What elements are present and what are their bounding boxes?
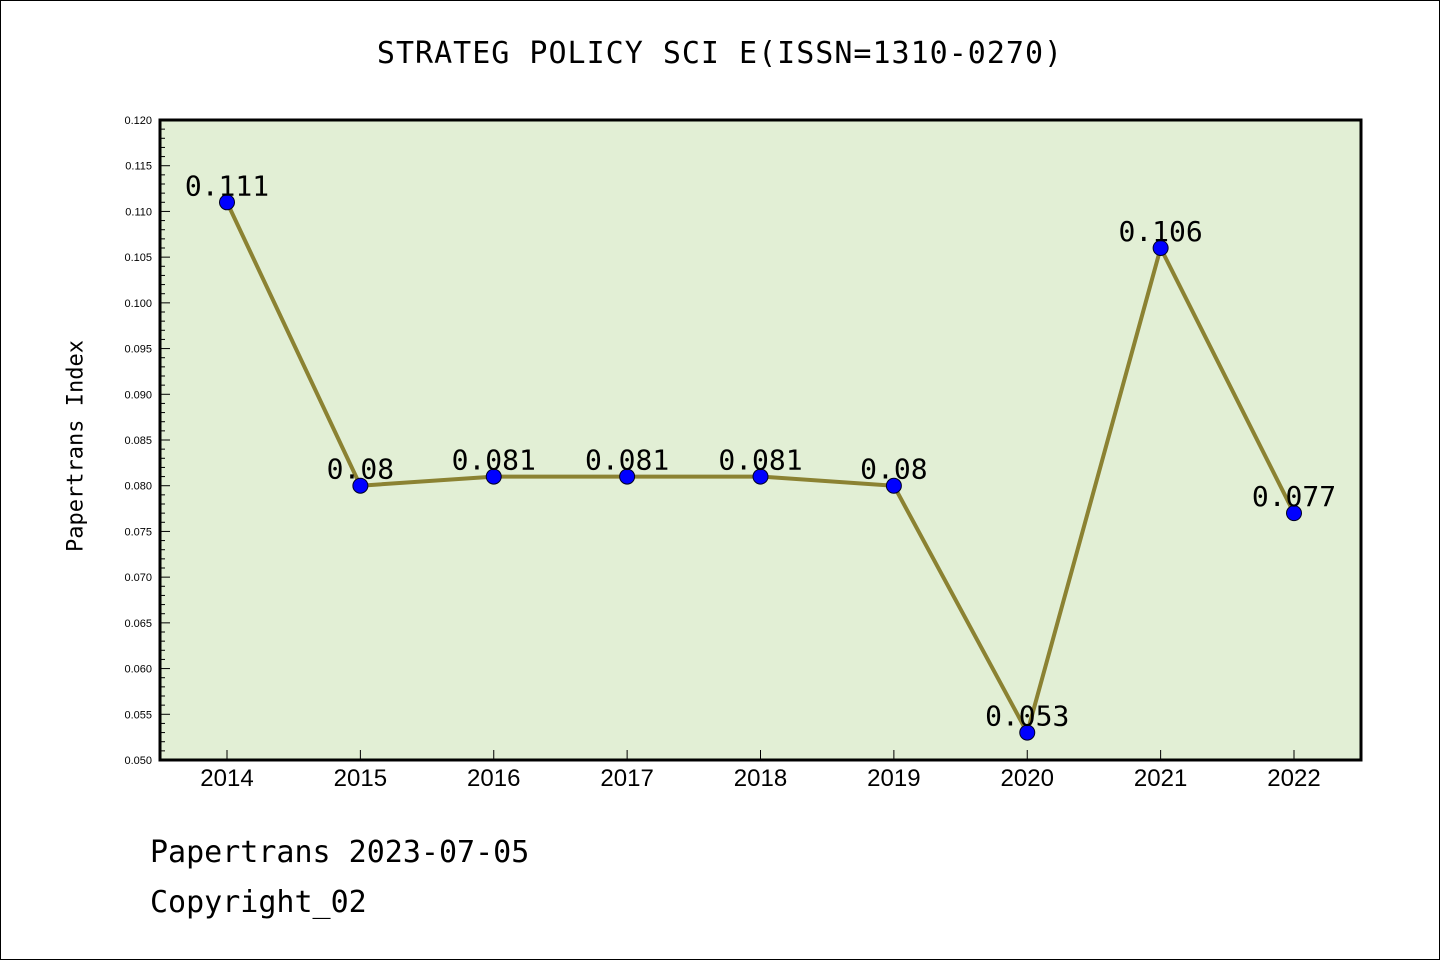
data-point <box>352 477 369 494</box>
data-point <box>485 468 502 485</box>
data-label: 0.08 <box>860 453 927 486</box>
x-tick-label: 2018 <box>734 765 787 792</box>
y-tick-label: 0.100 <box>124 298 152 310</box>
y-tick-label: 0.085 <box>124 435 152 447</box>
y-tick-label: 0.090 <box>124 389 152 401</box>
plot-area <box>160 120 1361 760</box>
y-tick-label: 0.110 <box>125 206 152 218</box>
data-point <box>619 468 636 485</box>
y-tick-label: 0.070 <box>124 572 152 584</box>
y-tick-label: 0.115 <box>125 161 152 173</box>
x-tick-label: 2015 <box>334 765 387 792</box>
x-tick-label: 2019 <box>867 765 920 792</box>
data-label: 0.081 <box>452 444 536 477</box>
data-label: 0.081 <box>718 444 802 477</box>
y-tick-label: 0.050 <box>124 755 152 767</box>
data-point <box>1152 240 1169 256</box>
x-tick-label: 2021 <box>1134 765 1187 792</box>
x-axis: 2014 2015 2016 2017 2018 2019 2020 2021 2022 <box>200 750 1321 792</box>
y-tick-label: 0.075 <box>124 526 152 538</box>
footer-copyright: Copyright_02 <box>150 885 367 920</box>
data-point <box>752 468 769 485</box>
footer-date: Papertrans 2023-07-05 <box>150 835 530 870</box>
data-point <box>885 477 902 494</box>
data-label: 0.077 <box>1252 480 1336 513</box>
x-tick-label: 2016 <box>467 765 520 792</box>
data-markers <box>219 194 1302 741</box>
data-labels: 0.111 0.08 0.081 0.081 0.081 0.08 0.053 0.106 0.… <box>185 169 1336 732</box>
data-point <box>1019 724 1036 741</box>
data-label: 0.111 <box>185 169 269 202</box>
y-tick-label: 0.095 <box>124 344 152 356</box>
x-tick-label: 2020 <box>1001 765 1054 792</box>
x-tick-label: 2014 <box>200 765 253 792</box>
x-tick-label: 2017 <box>600 765 653 792</box>
y-tick-label: 0.120 <box>124 115 152 127</box>
data-label: 0.08 <box>327 453 394 486</box>
chart-title: STRATEG POLICY SCI E(ISSN=1310-0270) <box>376 36 1064 71</box>
y-axis: 0.050 0.055 0.060 0.065 0.070 0.075 0.080 0.085… <box>124 115 170 767</box>
y-tick-label: 0.105 <box>124 252 152 264</box>
y-tick-label: 0.055 <box>124 709 152 721</box>
data-point <box>219 194 235 211</box>
plot-border <box>158 118 1363 762</box>
data-label: 0.106 <box>1118 215 1202 248</box>
x-tick-label: 2022 <box>1267 765 1320 792</box>
data-point <box>1286 505 1302 522</box>
y-tick-label: 0.060 <box>124 664 152 676</box>
y-tick-label: 0.080 <box>124 481 152 493</box>
y-tick-label: 0.065 <box>124 618 152 630</box>
data-label: 0.053 <box>985 700 1069 733</box>
data-label: 0.081 <box>585 444 669 477</box>
